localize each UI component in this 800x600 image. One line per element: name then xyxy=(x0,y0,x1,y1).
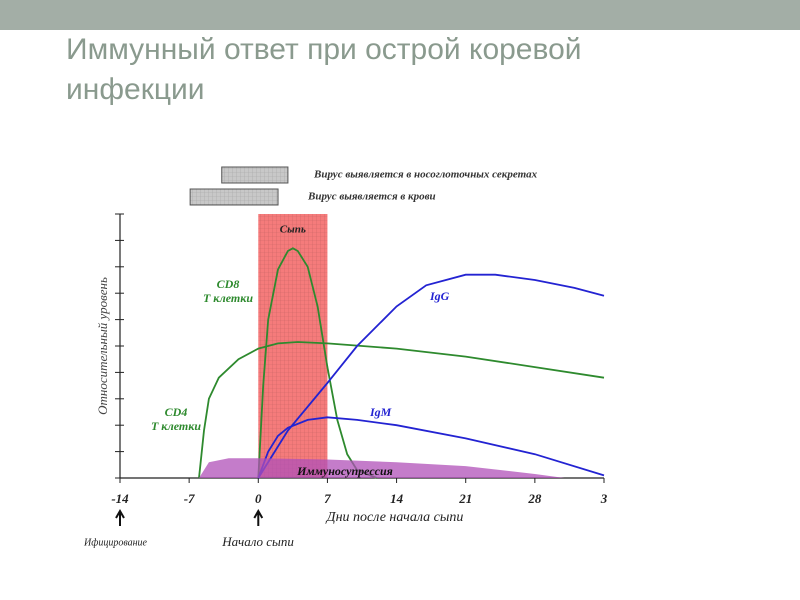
series-label: IgG xyxy=(429,289,450,303)
x-axis-label: Дни после начала сыпи xyxy=(325,510,464,525)
x-tick-label: 21 xyxy=(458,491,472,506)
line xyxy=(257,416,605,479)
line xyxy=(257,247,378,479)
interval-pattern xyxy=(221,167,288,183)
header-band xyxy=(0,0,800,30)
series-label: CD4 Т клетки xyxy=(151,405,201,433)
annotation: Начало сыпи xyxy=(221,534,294,549)
x-tick-label: -7 xyxy=(184,491,195,506)
x-tick-label: 7 xyxy=(324,491,331,506)
arrow xyxy=(115,508,125,526)
x-tick-label: 0 xyxy=(255,491,262,506)
line xyxy=(198,341,605,479)
series-label: Иммуносупрессия xyxy=(296,464,393,478)
interval-pattern xyxy=(190,189,279,205)
annotation: Ифицирование xyxy=(83,537,148,548)
interval-label: Вирус выявляется в носоглоточных секрета… xyxy=(313,169,538,181)
series-label: IgM xyxy=(369,405,392,419)
series-label: CD8 Т клетки xyxy=(203,277,253,305)
x-tick-label: -14 xyxy=(111,491,129,506)
x-tick-label: 28 xyxy=(527,491,542,506)
x-tick-label: 3 xyxy=(600,491,608,506)
interval-label: Сыпь xyxy=(280,224,306,236)
interval-label: Вирус выявляется в крови xyxy=(307,191,436,203)
area xyxy=(199,458,565,478)
y-axis-label: Относительный уровень xyxy=(95,277,110,415)
x-tick-label: 14 xyxy=(390,491,404,506)
slide-title: Иммунный ответ при острой коревой инфекц… xyxy=(66,33,582,106)
line xyxy=(257,273,605,479)
arrow xyxy=(253,508,264,526)
